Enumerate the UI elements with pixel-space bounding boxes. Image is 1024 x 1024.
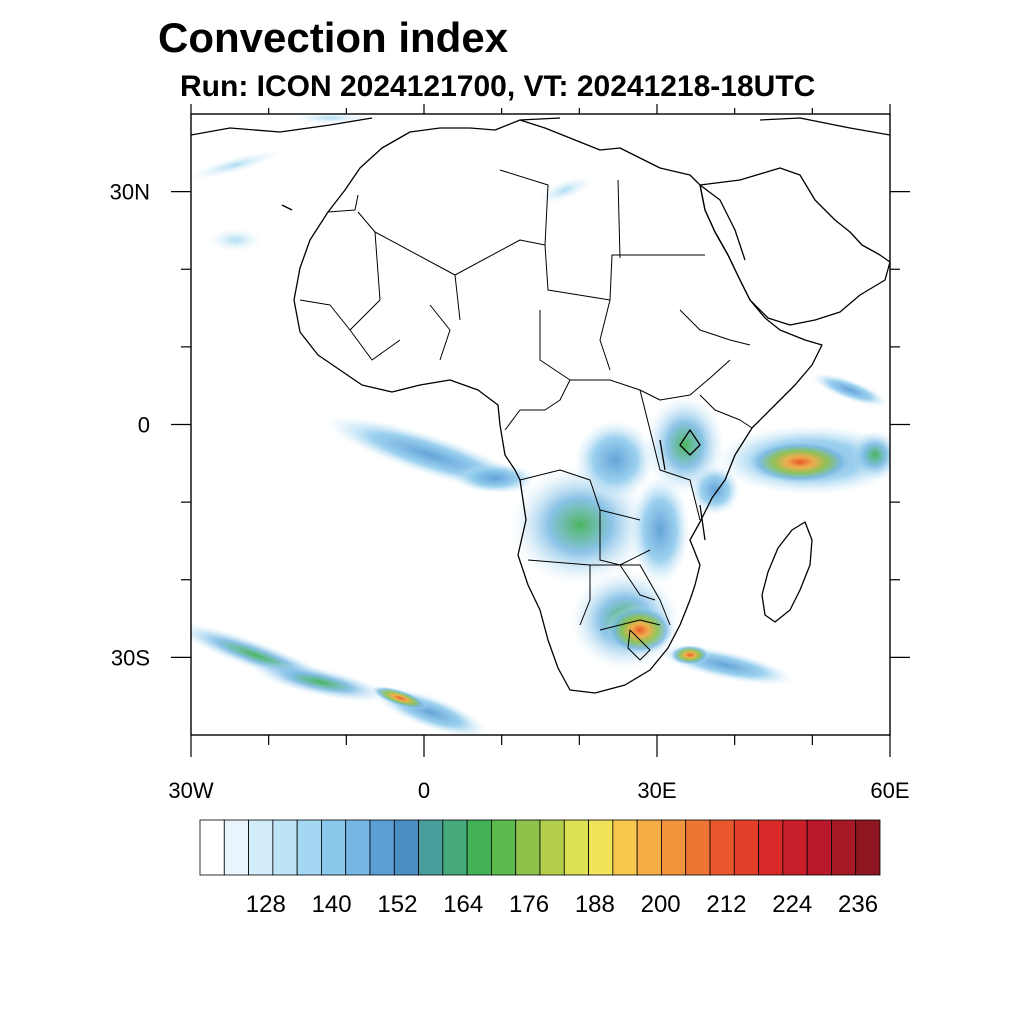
field-blob [745, 440, 855, 484]
colorbar-swatch [272, 819, 298, 876]
red-sea-coast [699, 184, 746, 261]
field-blob [371, 686, 429, 710]
lon-tick-label: 30E [637, 778, 676, 803]
colorbar-swatch [782, 819, 808, 876]
colorbar-label: 152 [377, 891, 417, 918]
colorbar-swatch [539, 819, 565, 876]
colorbar-swatch [661, 819, 687, 876]
lon-tick-label: 60E [870, 778, 909, 803]
colorbar-swatch [369, 819, 395, 876]
lon-tick-label: 0 [418, 778, 430, 803]
colorbar-swatch [321, 819, 347, 876]
field-blob [850, 430, 890, 480]
lat-tick-label: 0 [138, 413, 150, 438]
lon-tick-label: 30W [168, 778, 213, 803]
colorbar-labels: 128 140 152 164 176 188 200 212 224 236 [246, 891, 878, 918]
colorbar-label: 188 [575, 891, 615, 918]
colorbar-swatch [393, 819, 419, 876]
colorbar-label: 212 [706, 891, 746, 918]
lakes [281, 204, 706, 541]
colorbar-label: 224 [772, 891, 812, 918]
field-blob [536, 176, 594, 204]
field-blob [455, 463, 535, 493]
colorbar-swatch [345, 819, 371, 876]
page-title: Convection index [158, 14, 509, 61]
field-blob [191, 149, 284, 181]
colorbar-swatch [515, 819, 541, 876]
colorbar-swatch [831, 819, 857, 876]
colorbar-label: 200 [641, 891, 681, 918]
colorbar [199, 819, 881, 876]
colorbar-label: 164 [443, 891, 483, 918]
colorbar-swatch [296, 819, 322, 876]
colorbar-swatch [709, 819, 735, 876]
field-blob [207, 228, 263, 252]
colorbar-swatch [588, 819, 614, 876]
africa-coastline [293, 119, 823, 694]
madagascar-coastline [761, 521, 813, 623]
colorbar-swatch [491, 819, 517, 876]
colorbar-swatch [806, 819, 832, 876]
colorbar-swatch [685, 819, 711, 876]
colorbar-swatch [442, 819, 468, 876]
field-blob [605, 605, 675, 655]
colorbar-swatch [199, 819, 225, 876]
colorbar-swatch [636, 819, 662, 876]
colorbar-label: 128 [246, 891, 286, 918]
colorbar-swatch [223, 819, 249, 876]
convection-field [191, 114, 890, 735]
field-blob [251, 662, 389, 702]
colorbar-swatch [248, 819, 274, 876]
field-blob [630, 475, 690, 585]
colorbar-swatch [418, 819, 444, 876]
coastlines [191, 117, 890, 694]
lat-tick-label: 30S [111, 645, 150, 670]
field-blob [690, 465, 740, 515]
page-subtitle: Run: ICON 2024121700, VT: 20241218-18UTC [180, 70, 816, 103]
field-blob [670, 645, 710, 665]
axis-tick-labels: 30W 0 30E 60E 30N 0 30S [110, 180, 910, 803]
colorbar-swatch [758, 819, 784, 876]
lat-tick-label: 30N [110, 180, 150, 205]
colorbar-label: 140 [312, 891, 352, 918]
country-borders [299, 169, 753, 661]
colorbar-swatch [733, 819, 759, 876]
field-blob [812, 373, 888, 407]
colorbar-label: 176 [509, 891, 549, 918]
colorbar-swatch [563, 819, 589, 876]
mediterranean-coast [191, 117, 890, 136]
arabia-coastline [699, 167, 890, 326]
colorbar-swatch [466, 819, 492, 876]
map-background [191, 114, 890, 735]
axis-ticks [171, 104, 910, 757]
colorbar-label: 236 [838, 891, 878, 918]
colorbar-swatch [612, 819, 638, 876]
field-blob [575, 420, 655, 500]
colorbar-swatch [855, 819, 881, 876]
